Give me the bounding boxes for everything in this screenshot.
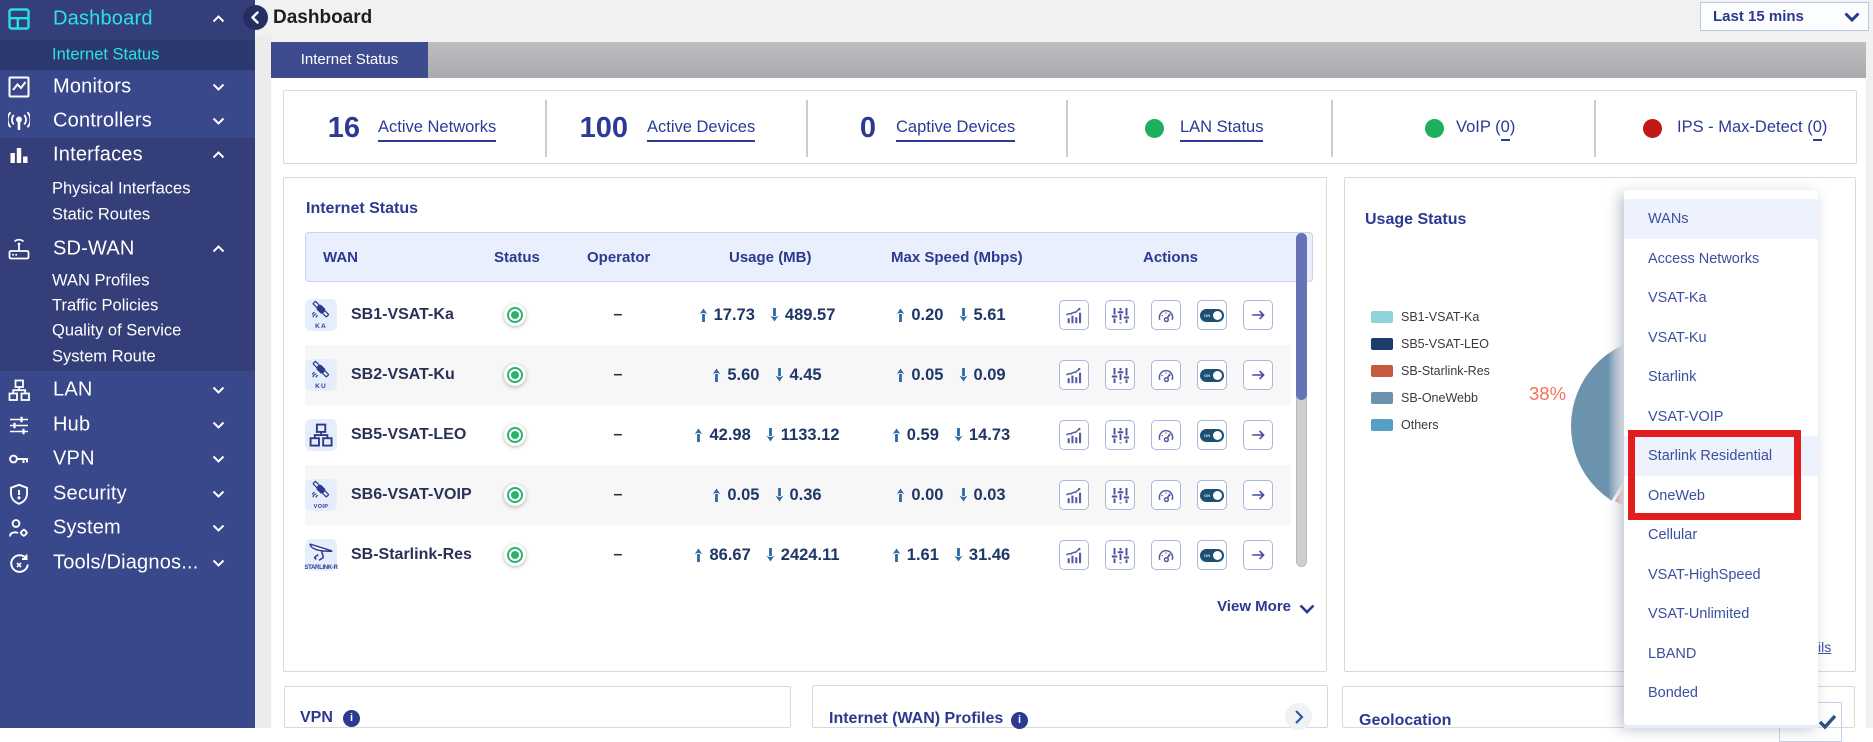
svg-text:KU: KU (315, 383, 327, 390)
svg-text:STARLINK-R: STARLINK-R (304, 565, 338, 571)
svg-text:KA: KA (315, 323, 327, 330)
svg-text:VOIP: VOIP (314, 504, 329, 510)
